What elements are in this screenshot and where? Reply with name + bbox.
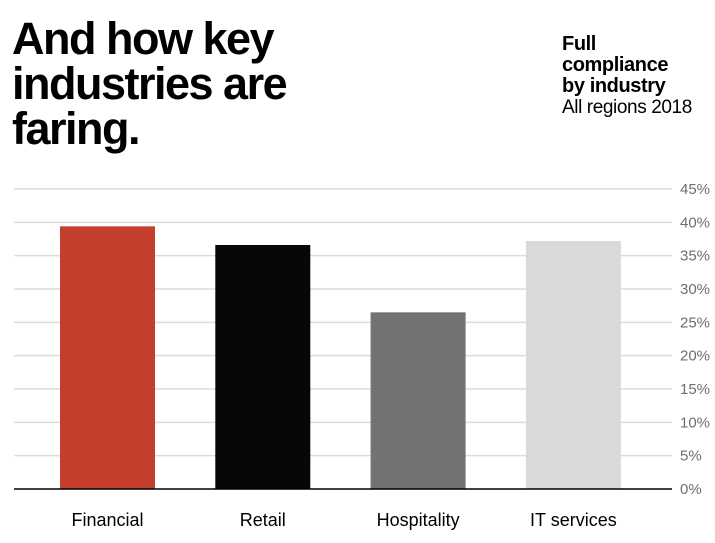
y-tick-label: 25% <box>680 314 710 331</box>
y-tick-label: 30% <box>680 281 710 298</box>
y-tick-label: 5% <box>680 448 702 465</box>
x-category-label: IT services <box>530 510 617 530</box>
y-axis-ticks: 0% 5% 10% 15% 20% 25% 30% 35% 40% 45% <box>680 181 710 498</box>
chart-title-line: compliance <box>562 54 669 76</box>
headline-line: faring. <box>12 103 141 154</box>
bar-retail <box>215 245 311 489</box>
chart-subtitle: All regions 2018 <box>562 97 692 118</box>
headline-line: And how key <box>12 13 275 64</box>
y-tick-label: 15% <box>680 381 710 398</box>
headline: And how key industries are faring. <box>12 13 288 154</box>
y-tick-label: 0% <box>680 481 702 498</box>
bar-it-services <box>525 241 621 489</box>
bar-financial <box>60 226 155 490</box>
y-tick-label: 35% <box>680 248 710 265</box>
x-axis-labels: Financial Retail Hospitality IT services <box>71 510 616 530</box>
x-category-label: Hospitality <box>377 510 460 530</box>
y-tick-label: 20% <box>680 348 710 365</box>
y-tick-label: 10% <box>680 414 710 431</box>
bar-hospitality <box>370 312 466 489</box>
x-category-label: Financial <box>71 510 143 530</box>
x-category-label: Retail <box>240 510 286 530</box>
chart-title-line: Full <box>562 33 596 55</box>
y-tick-label: 40% <box>680 214 710 231</box>
chart-title-line: by industry <box>562 75 666 97</box>
headline-line: industries are <box>12 58 288 109</box>
y-tick-label: 45% <box>680 181 710 198</box>
chart-title-block: Full compliance by industry All regions … <box>562 33 692 119</box>
bars <box>60 226 621 490</box>
